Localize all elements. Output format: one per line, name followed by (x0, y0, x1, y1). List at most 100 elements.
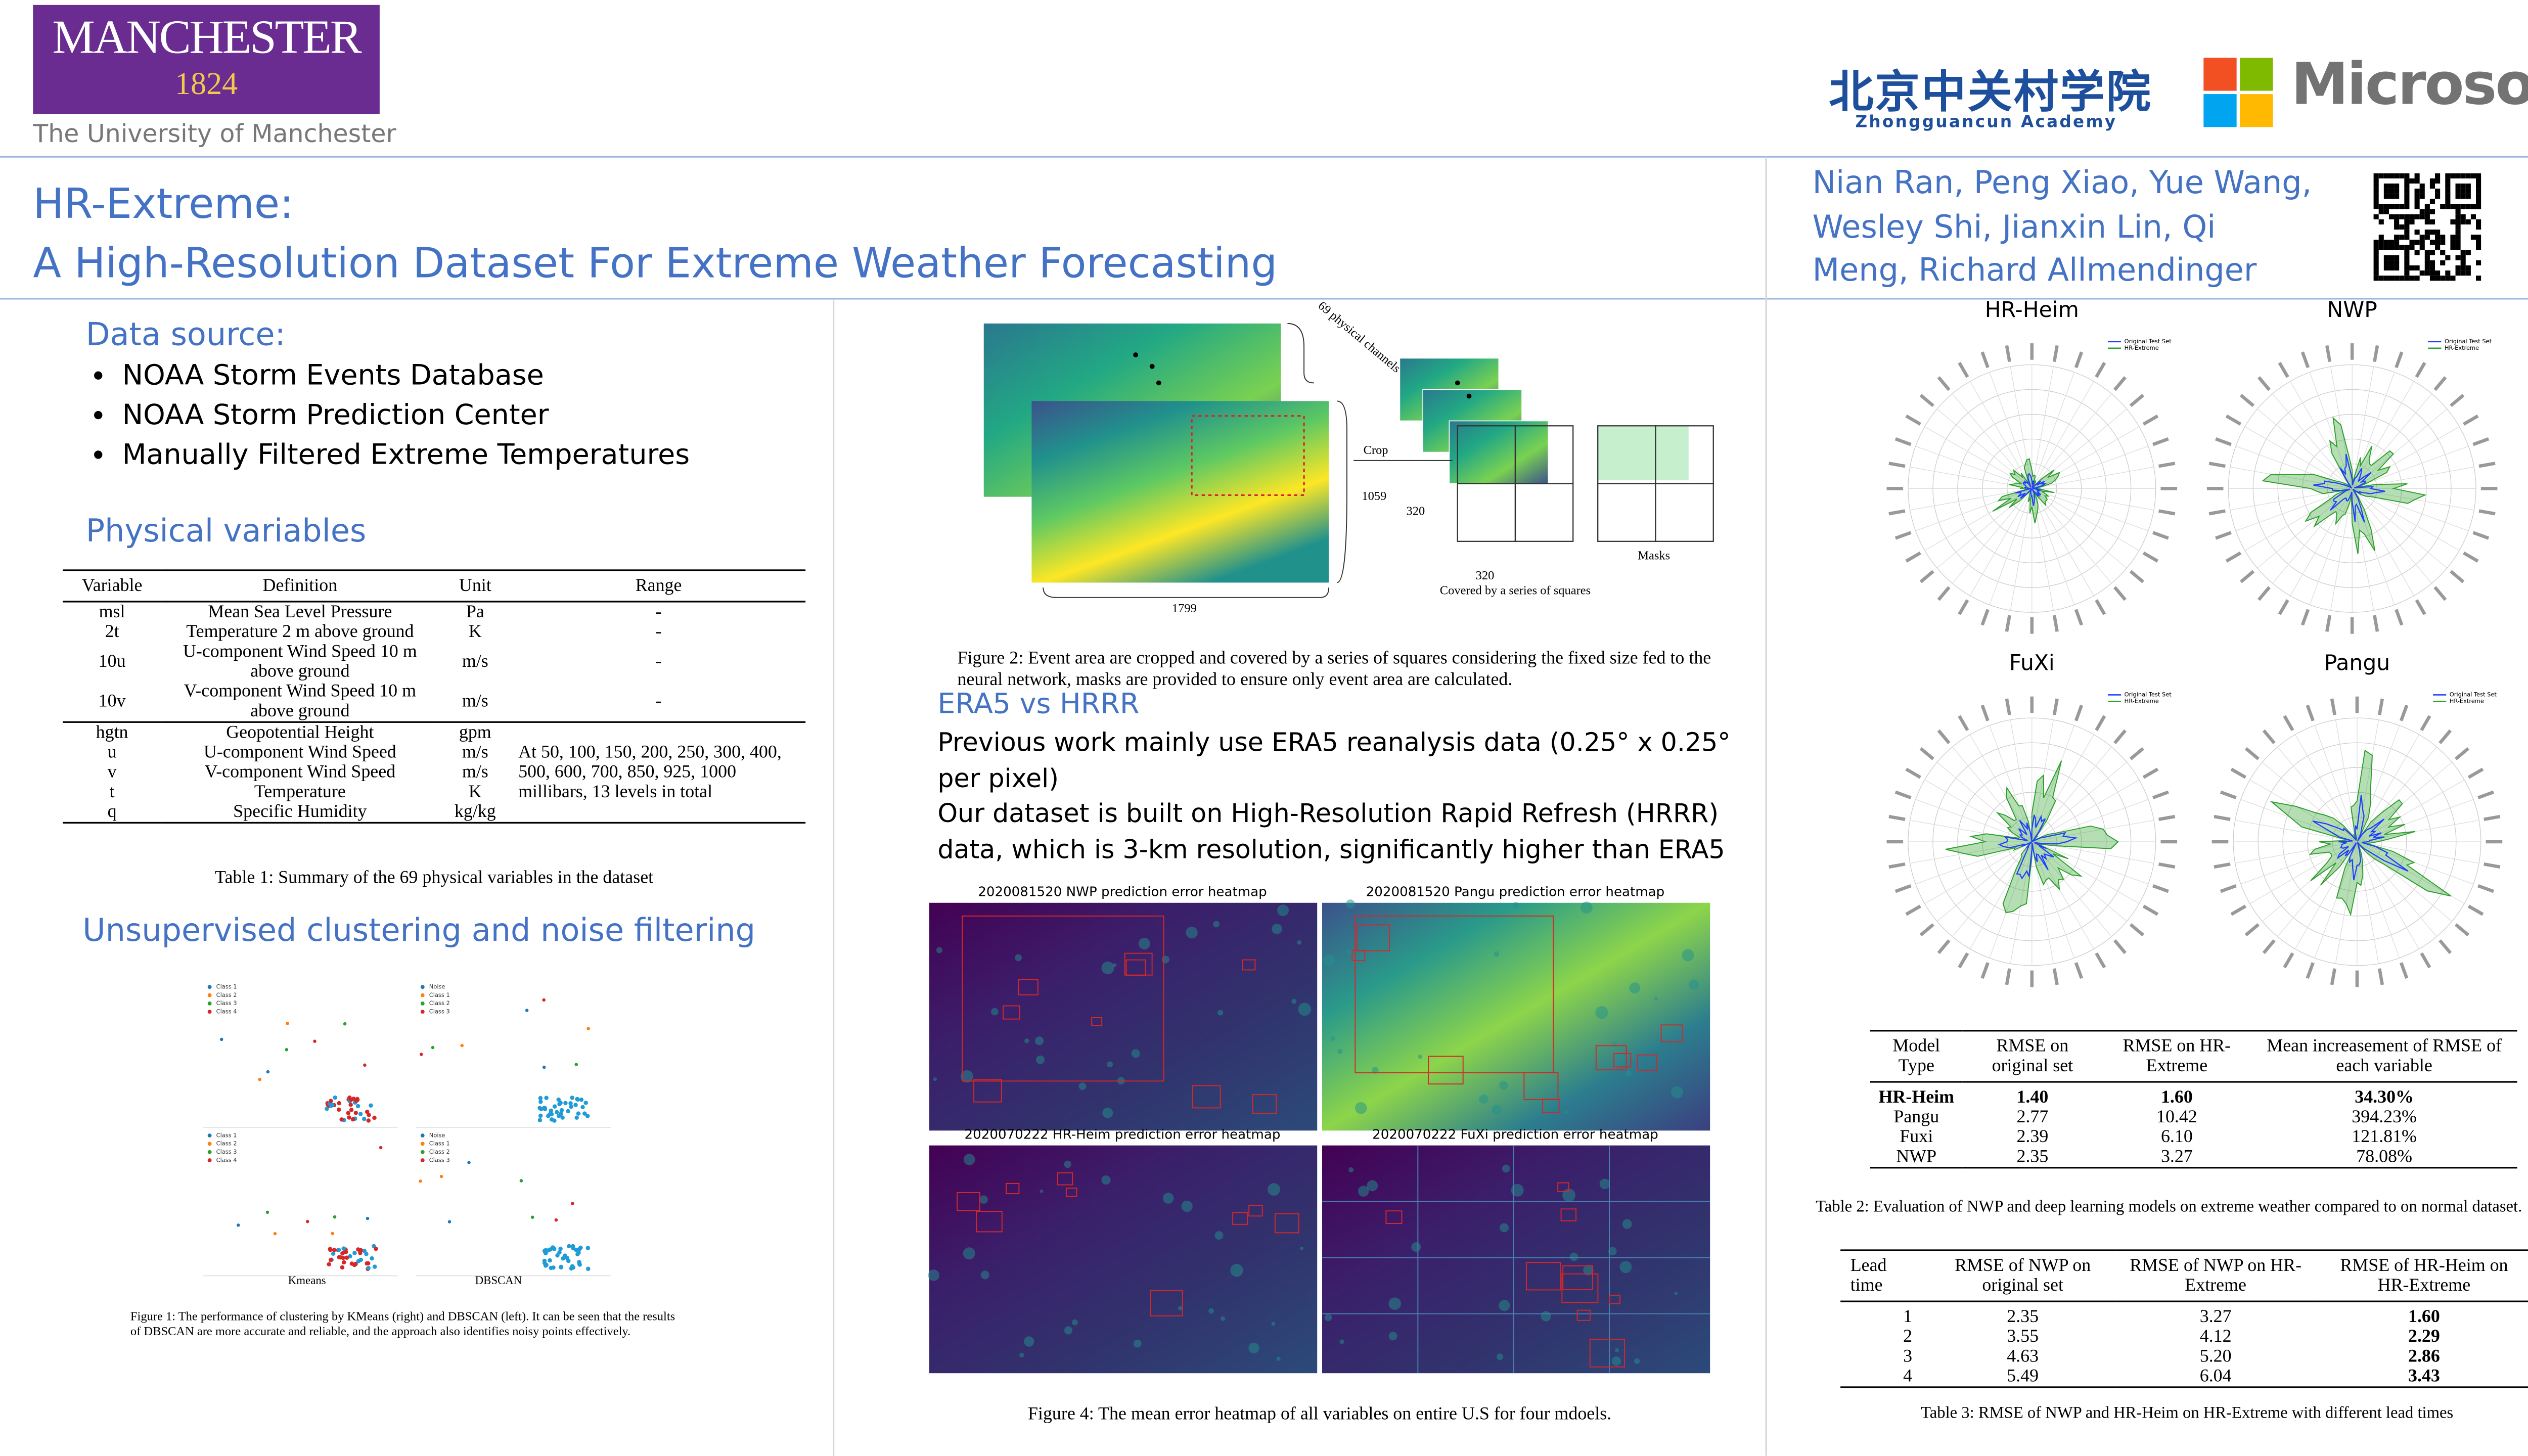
heatmap-spot (1040, 1189, 1044, 1193)
table-cell: Pa (466, 602, 484, 622)
event-box (1355, 915, 1554, 1074)
radar-tick-label (2225, 551, 2242, 563)
scatter-point (347, 1115, 351, 1120)
qr-module (2470, 204, 2476, 209)
qr-module (2465, 270, 2471, 276)
brace (1337, 400, 1347, 583)
qr-module (2460, 265, 2466, 271)
radar-tick-label (2433, 376, 2447, 391)
radar-spoke (2032, 488, 2075, 605)
table-header-cell: Unit (459, 576, 491, 596)
radar-tick-label (2463, 414, 2479, 426)
qr-module (2404, 194, 2410, 199)
scatter-point (563, 1253, 567, 1258)
scatter-point (538, 1100, 543, 1104)
heatmap-spot (1411, 1242, 1421, 1252)
event-box (976, 1211, 1003, 1233)
radar-spoke (2032, 488, 2094, 596)
qr-module (2460, 270, 2466, 276)
radar-spoke (2032, 488, 2127, 569)
table-cell: At 50, 100, 150, 200, 250, 300, 400, 500… (518, 743, 782, 802)
qr-module (2435, 178, 2441, 184)
heatmap-spot (1101, 961, 1114, 975)
university-name: The University of Manchester (33, 119, 396, 149)
qr-module (2394, 265, 2400, 271)
heatmap-spot (1297, 940, 1302, 945)
qr-module (2394, 255, 2400, 260)
radar-tick-label (2244, 923, 2260, 937)
radar-tick-label (2005, 345, 2011, 362)
scatter-point (582, 1111, 587, 1116)
legend-marker (420, 1142, 425, 1146)
radar-tick-label (2239, 394, 2255, 407)
title-line: HR-Extreme: (33, 179, 294, 228)
heatmap-spot (1015, 954, 1022, 962)
scatter-point (370, 1256, 374, 1261)
qr-module (2404, 204, 2410, 209)
legend-marker (207, 1150, 212, 1154)
heatmap-spot (1186, 927, 1198, 939)
heatmap-title: 2020081520 NWP prediction error heatmap (978, 885, 1267, 900)
table-cell: 10u (98, 652, 126, 672)
qr-module (2373, 173, 2379, 178)
radar-tick-label (2262, 729, 2276, 745)
scatter-point (330, 1103, 335, 1108)
qr-module (2409, 245, 2415, 250)
qr-module (2378, 204, 2384, 209)
legend-text: Class 4 (216, 1008, 237, 1015)
qr-module (2455, 224, 2461, 230)
qr-module (2383, 240, 2389, 245)
qr-module (2394, 184, 2400, 189)
qr-module (2394, 214, 2400, 219)
heatmap-spot (1355, 1102, 1367, 1114)
scatter-point (341, 1260, 346, 1265)
qr-module (2388, 245, 2395, 250)
heatmap-spot (1024, 1038, 1029, 1043)
radar-spoke (2357, 719, 2379, 842)
radar-spoke (2032, 488, 2149, 531)
radar-area (2312, 795, 2409, 881)
qr-module (2429, 178, 2435, 184)
heatmap-spot (1271, 1322, 1276, 1326)
qr-module (2424, 235, 2430, 240)
heatmap-spot (1388, 1297, 1402, 1310)
table-row: 3 4.63 5.20 2.86 (1840, 1347, 2528, 1367)
heatmap-spot (1276, 1356, 1281, 1361)
radar-area (2015, 473, 2047, 506)
qr-module (2373, 204, 2379, 209)
qr-module (2450, 235, 2456, 240)
table-cell: V-component Wind Speed 10 m above ground (184, 681, 417, 721)
scatter-point (542, 1106, 547, 1110)
radar-tick-label (2415, 361, 2426, 378)
figure-label: 1059 (1362, 489, 1386, 503)
table-cell: U-component Wind Speed (203, 743, 396, 763)
table-cell: 1 (1903, 1307, 1913, 1327)
scatter-point (329, 1099, 333, 1103)
legend-text: Original Test Set (2445, 338, 2492, 345)
table-caption: Table 1: Summary of the 69 physical vari… (215, 868, 654, 888)
table-cell: msl (99, 602, 125, 622)
radar-tick-label (2005, 615, 2011, 632)
radar-tick-label (2244, 747, 2260, 760)
table-cell: t (109, 782, 115, 802)
radar-tick-label (2420, 952, 2431, 969)
heatmap-spot (1653, 996, 1658, 1001)
poster-title: HR-Extreme: A High-Resolution Dataset Fo… (33, 175, 1277, 294)
qr-module (2399, 224, 2405, 230)
qr-module (2378, 209, 2384, 214)
heatmap-spot (1324, 1313, 1332, 1322)
heatmap-spot (1217, 1010, 1224, 1016)
qr-module (2476, 204, 2481, 209)
radar-spoke (2032, 820, 2154, 842)
heatmap (929, 902, 1318, 1131)
scatter-point (549, 1112, 554, 1117)
heatmap-spot (991, 1008, 999, 1016)
radar-tick-label (2454, 747, 2470, 760)
brace (1043, 587, 1330, 598)
radar-tick-label (1894, 437, 1912, 446)
event-box (1357, 924, 1390, 951)
table-row: 10u U-component Wind Speed 10 m above gro… (63, 642, 805, 681)
table-cell: 3.27 (2160, 1147, 2193, 1167)
scatter-point (341, 1255, 345, 1260)
